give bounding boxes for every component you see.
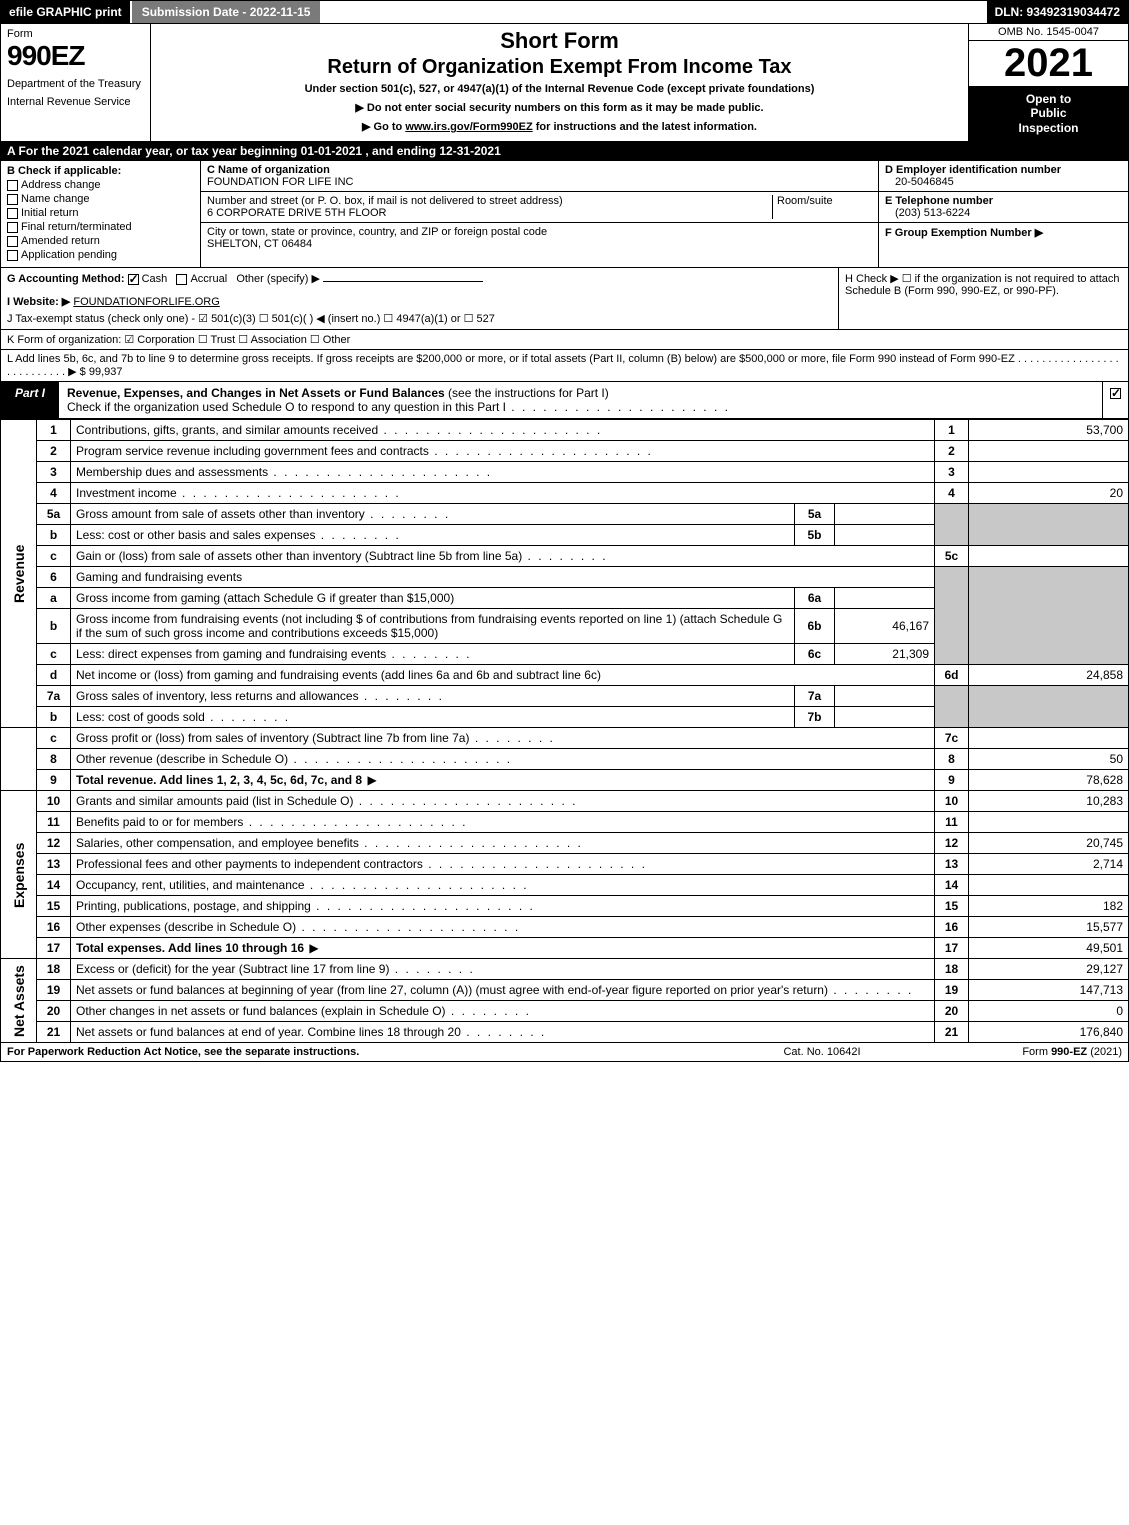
part-i-check-instr: Check if the organization used Schedule … [67,400,730,414]
part-i-checkbox[interactable] [1102,382,1128,418]
row-j: J Tax-exempt status (check only one) - ☑… [7,312,832,325]
ein-value: 20-5046845 [885,176,1122,188]
chk-application-pending[interactable]: Application pending [7,249,194,261]
website-value[interactable]: FOUNDATIONFORLIFE.ORG [73,296,219,308]
line-17-total-expenses: 49,501 [969,938,1129,959]
side-label-revenue: Revenue [1,420,37,728]
line-19-value: 147,713 [969,980,1129,1001]
submission-date: Submission Date - 2022-11-15 [130,1,321,23]
row-l: L Add lines 5b, 6c, and 7b to line 9 to … [0,350,1129,382]
goto-post: for instructions and the latest informat… [533,121,757,133]
group-exemption-label: F Group Exemption Number ▶ [885,226,1122,239]
tel-value: (203) 513-6224 [885,207,1122,219]
form-word: Form [7,28,144,40]
column-b: B Check if applicable: Address change Na… [1,161,201,267]
line-4-value: 20 [969,483,1129,504]
subtitle: Under section 501(c), 527, or 4947(a)(1)… [157,83,962,95]
row-a-tax-year: A For the 2021 calendar year, or tax yea… [0,141,1129,161]
side-label-net-assets: Net Assets [1,959,37,1043]
org-name: FOUNDATION FOR LIFE INC [207,176,353,188]
chk-amended-return[interactable]: Amended return [7,235,194,247]
tel-label: E Telephone number [885,195,1122,207]
line-9-total-revenue: 78,628 [969,770,1129,791]
b-header: B Check if applicable: [7,165,194,177]
line-12-value: 20,745 [969,833,1129,854]
row-h: H Check ▶ ☐ if the organization is not r… [838,268,1128,329]
dln-label: DLN: 93492319034472 [987,1,1128,23]
section-ghij: G Accounting Method: Cash Accrual Other … [0,268,1129,330]
dept-treasury: Department of the Treasury [7,78,144,90]
line-20-value: 0 [969,1001,1129,1022]
chk-accrual[interactable] [176,274,187,285]
short-form-title: Short Form [157,28,962,54]
dept-irs: Internal Revenue Service [7,96,144,108]
main-title: Return of Organization Exempt From Incom… [157,56,962,79]
line-6d-value: 24,858 [969,665,1129,686]
column-c: C Name of organization FOUNDATION FOR LI… [201,161,878,267]
chk-name-change[interactable]: Name change [7,193,194,205]
side-label-expenses: Expenses [1,791,37,959]
street-value: 6 CORPORATE DRIVE 5TH FLOOR [207,207,387,219]
line-13-value: 2,714 [969,854,1129,875]
line-1-desc: Contributions, gifts, grants, and simila… [71,420,935,441]
gross-receipts-value: 99,937 [89,366,123,378]
c-name-label: C Name of organization [207,164,330,176]
top-bar: efile GRAPHIC print Submission Date - 20… [0,0,1129,24]
part-i-header: Part I Revenue, Expenses, and Changes in… [0,382,1129,419]
page-footer: For Paperwork Reduction Act Notice, see … [0,1043,1129,1062]
city-value: SHELTON, CT 06484 [207,238,312,250]
ssn-warning: Do not enter social security numbers on … [157,101,962,114]
room-label: Room/suite [777,195,833,207]
open-to-public: Open to Public Inspection [969,86,1128,141]
tax-year: 2021 [969,41,1128,86]
chk-address-change[interactable]: Address change [7,179,194,191]
paperwork-notice: For Paperwork Reduction Act Notice, see … [7,1046,722,1058]
row-k: K Form of organization: ☑ Corporation ☐ … [0,330,1129,350]
line-16-value: 15,577 [969,917,1129,938]
line-21-value: 176,840 [969,1022,1129,1043]
line-18-value: 29,127 [969,959,1129,980]
line-15-value: 182 [969,896,1129,917]
line-1-value: 53,700 [969,420,1129,441]
row-i: I Website: ▶ FOUNDATIONFORLIFE.ORG [7,295,832,308]
part-i-tab: Part I [1,382,59,418]
line-8-value: 50 [969,749,1129,770]
chk-initial-return[interactable]: Initial return [7,207,194,219]
line-6c-value: 21,309 [835,644,935,665]
goto-pre: Go to [362,121,405,133]
efile-print-label[interactable]: efile GRAPHIC print [1,1,130,23]
ein-label: D Employer identification number [885,164,1122,176]
form-header: Form 990EZ Department of the Treasury In… [0,24,1129,141]
cat-number: Cat. No. 10642I [722,1046,922,1058]
part-i-title: Revenue, Expenses, and Changes in Net As… [67,386,448,400]
omb-number: OMB No. 1545-0047 [969,24,1128,41]
city-label: City or town, state or province, country… [207,226,547,238]
section-bcd: B Check if applicable: Address change Na… [0,161,1129,268]
form-number: 990EZ [7,40,144,72]
goto-line: Go to www.irs.gov/Form990EZ for instruct… [157,120,962,133]
irs-link[interactable]: www.irs.gov/Form990EZ [405,121,532,133]
column-d: D Employer identification number 20-5046… [878,161,1128,267]
line-10-value: 10,283 [969,791,1129,812]
street-label: Number and street (or P. O. box, if mail… [207,195,563,207]
revenue-table: Revenue 1 Contributions, gifts, grants, … [0,419,1129,1043]
line-6b-value: 46,167 [835,609,935,644]
row-g: G Accounting Method: Cash Accrual Other … [7,272,832,285]
form-ref-footer: Form 990-EZ (2021) [922,1046,1122,1058]
chk-cash[interactable] [128,274,139,285]
other-specify-input[interactable] [323,281,483,282]
chk-final-return[interactable]: Final return/terminated [7,221,194,233]
